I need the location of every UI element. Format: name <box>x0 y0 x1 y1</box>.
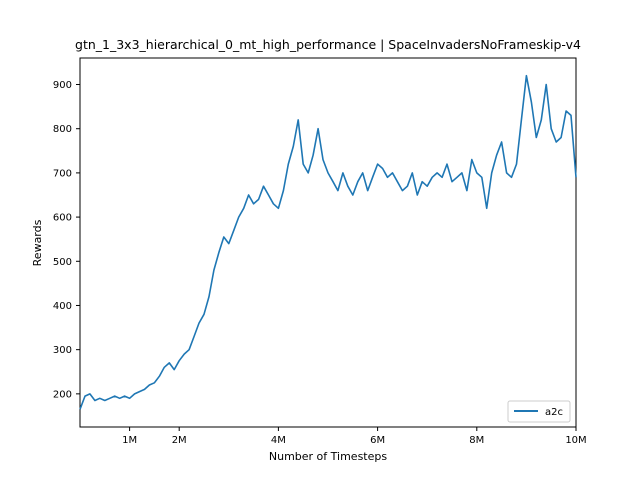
plot-area: 1M 2M 4M 6M 8M 10M 200 300 400 500 600 700 800 900 <box>53 57 587 446</box>
y-tick-label: 500 <box>53 257 72 268</box>
y-tick-label: 900 <box>53 80 72 91</box>
x-tick-label: 2M <box>172 435 187 446</box>
y-tick-label: 300 <box>53 345 72 356</box>
y-tick-label: 600 <box>53 213 72 224</box>
legend: a2c <box>507 400 571 423</box>
x-tick-label: 10M <box>565 435 586 446</box>
x-tick-label: 6M <box>370 435 385 446</box>
series-layer <box>79 74 577 410</box>
y-axis-ticks: 200 300 400 500 600 700 800 900 <box>53 80 80 400</box>
legend-label-a2c: a2c <box>545 407 563 418</box>
x-tick-label: 1M <box>122 435 137 446</box>
legend-box <box>507 400 571 423</box>
series-line-a2c <box>79 74 577 410</box>
y-tick-label: 800 <box>53 124 72 135</box>
x-axis-ticks: 1M 2M 4M 6M 8M 10M <box>122 427 587 446</box>
y-axis-label: Rewards <box>31 219 44 266</box>
x-tick-label: 8M <box>469 435 484 446</box>
chart-title: gtn_1_3x3_hierarchical_0_mt_high_perform… <box>75 37 581 52</box>
plot-frame <box>79 57 577 428</box>
y-tick-label: 700 <box>53 168 72 179</box>
y-tick-label: 400 <box>53 301 72 312</box>
x-axis-label: Number of Timesteps <box>269 450 387 463</box>
x-tick-label: 4M <box>271 435 286 446</box>
y-tick-label: 200 <box>53 389 72 400</box>
